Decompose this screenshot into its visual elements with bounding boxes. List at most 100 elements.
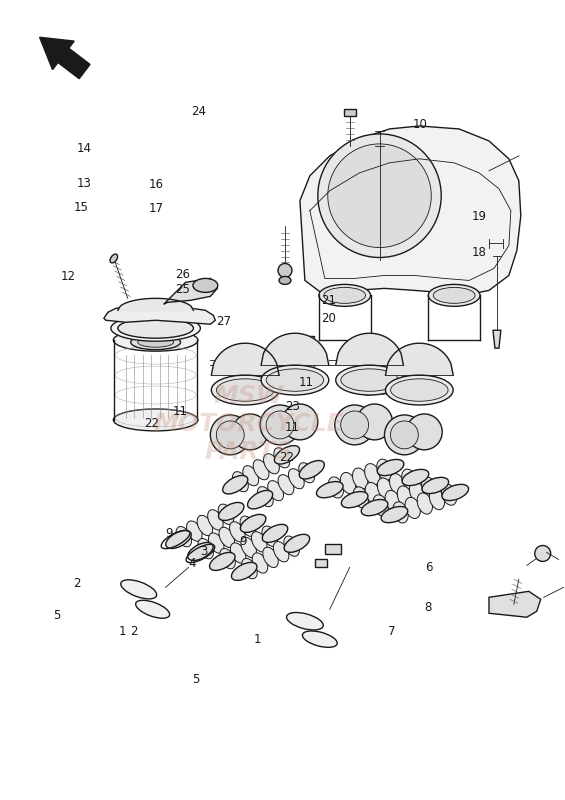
Bar bbox=[325, 545, 341, 554]
Ellipse shape bbox=[433, 287, 475, 303]
Ellipse shape bbox=[385, 375, 453, 405]
Text: 9: 9 bbox=[240, 535, 247, 549]
Ellipse shape bbox=[365, 482, 381, 503]
Ellipse shape bbox=[131, 334, 180, 350]
Ellipse shape bbox=[261, 365, 329, 395]
Ellipse shape bbox=[232, 562, 257, 580]
Ellipse shape bbox=[353, 468, 368, 489]
Ellipse shape bbox=[316, 482, 343, 498]
Ellipse shape bbox=[390, 379, 448, 402]
Ellipse shape bbox=[118, 318, 193, 338]
Ellipse shape bbox=[198, 538, 214, 559]
Ellipse shape bbox=[208, 510, 223, 530]
Text: 22: 22 bbox=[280, 451, 294, 464]
Ellipse shape bbox=[188, 542, 213, 561]
Circle shape bbox=[334, 405, 375, 445]
Ellipse shape bbox=[364, 463, 380, 485]
Ellipse shape bbox=[223, 475, 248, 494]
Text: 6: 6 bbox=[425, 561, 432, 574]
Ellipse shape bbox=[306, 358, 316, 368]
Text: 3: 3 bbox=[200, 545, 207, 558]
Ellipse shape bbox=[273, 542, 289, 562]
Ellipse shape bbox=[262, 526, 277, 546]
Ellipse shape bbox=[275, 446, 299, 464]
Text: 11: 11 bbox=[285, 422, 300, 434]
Ellipse shape bbox=[353, 487, 368, 508]
Bar bbox=[315, 559, 327, 567]
Ellipse shape bbox=[324, 287, 366, 303]
Circle shape bbox=[216, 421, 244, 449]
Text: 18: 18 bbox=[472, 246, 486, 259]
Ellipse shape bbox=[278, 474, 294, 494]
Circle shape bbox=[357, 404, 393, 440]
Text: 1: 1 bbox=[254, 633, 261, 646]
Ellipse shape bbox=[208, 533, 224, 554]
Ellipse shape bbox=[252, 553, 268, 573]
Ellipse shape bbox=[263, 454, 279, 474]
Text: 2: 2 bbox=[73, 577, 81, 590]
Ellipse shape bbox=[286, 613, 323, 630]
Polygon shape bbox=[493, 330, 501, 348]
Ellipse shape bbox=[429, 489, 445, 510]
Ellipse shape bbox=[422, 478, 449, 494]
Ellipse shape bbox=[210, 553, 235, 570]
Circle shape bbox=[260, 405, 300, 445]
Text: 9: 9 bbox=[165, 527, 173, 541]
Circle shape bbox=[341, 411, 368, 439]
Ellipse shape bbox=[402, 469, 417, 490]
Ellipse shape bbox=[377, 459, 392, 480]
Ellipse shape bbox=[193, 278, 218, 292]
Ellipse shape bbox=[138, 338, 173, 347]
Circle shape bbox=[406, 414, 442, 450]
Text: 8: 8 bbox=[424, 601, 431, 614]
Text: 21: 21 bbox=[321, 294, 336, 307]
Ellipse shape bbox=[373, 495, 388, 516]
Ellipse shape bbox=[441, 484, 457, 506]
Ellipse shape bbox=[417, 493, 432, 514]
Text: 25: 25 bbox=[175, 283, 190, 297]
Circle shape bbox=[232, 414, 268, 450]
Ellipse shape bbox=[240, 516, 255, 536]
Ellipse shape bbox=[377, 459, 404, 476]
Ellipse shape bbox=[421, 477, 437, 498]
Ellipse shape bbox=[186, 521, 202, 542]
Polygon shape bbox=[363, 375, 410, 395]
Ellipse shape bbox=[229, 522, 245, 542]
Text: 5: 5 bbox=[192, 673, 199, 686]
Text: 15: 15 bbox=[74, 201, 89, 214]
Circle shape bbox=[282, 404, 318, 440]
FancyArrow shape bbox=[40, 38, 90, 78]
Text: 12: 12 bbox=[60, 270, 75, 283]
Ellipse shape bbox=[216, 379, 274, 402]
Ellipse shape bbox=[258, 486, 273, 506]
Circle shape bbox=[328, 144, 431, 247]
Ellipse shape bbox=[247, 490, 273, 509]
Ellipse shape bbox=[288, 469, 304, 489]
Ellipse shape bbox=[241, 538, 257, 558]
Ellipse shape bbox=[266, 369, 324, 391]
Ellipse shape bbox=[402, 470, 429, 486]
Text: 16: 16 bbox=[149, 178, 163, 191]
Ellipse shape bbox=[428, 285, 480, 306]
Circle shape bbox=[318, 134, 441, 258]
Ellipse shape bbox=[219, 502, 244, 521]
Bar bbox=[306, 336, 314, 342]
Ellipse shape bbox=[319, 285, 371, 306]
Ellipse shape bbox=[341, 369, 398, 391]
Ellipse shape bbox=[268, 481, 284, 501]
Ellipse shape bbox=[253, 460, 269, 480]
Ellipse shape bbox=[121, 580, 157, 599]
Ellipse shape bbox=[166, 530, 191, 549]
Ellipse shape bbox=[299, 461, 324, 479]
Ellipse shape bbox=[381, 506, 408, 522]
Text: 13: 13 bbox=[77, 177, 92, 190]
Ellipse shape bbox=[442, 484, 468, 501]
Text: 4: 4 bbox=[189, 557, 196, 570]
Ellipse shape bbox=[397, 486, 412, 507]
Ellipse shape bbox=[405, 498, 420, 518]
Ellipse shape bbox=[389, 474, 405, 494]
Ellipse shape bbox=[279, 277, 291, 285]
Polygon shape bbox=[300, 126, 521, 295]
Ellipse shape bbox=[393, 502, 408, 523]
Text: 5: 5 bbox=[53, 609, 60, 622]
